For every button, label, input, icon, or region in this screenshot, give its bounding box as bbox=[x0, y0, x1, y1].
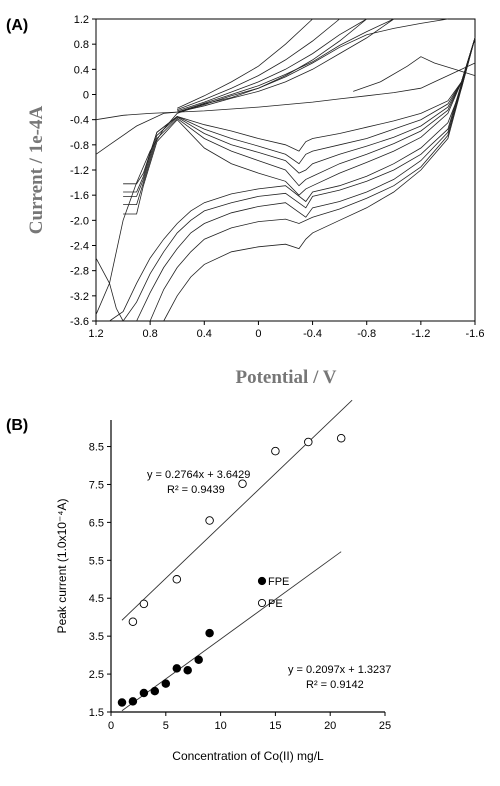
b-x-tick-label: 0 bbox=[108, 720, 114, 732]
b-x-tick-label: 10 bbox=[214, 720, 226, 732]
cv-curve-11 bbox=[123, 37, 476, 193]
cv-curve-8 bbox=[177, 18, 340, 110]
a-x-tick-label: 0 bbox=[255, 328, 261, 340]
a-x-tick-label: 1.2 bbox=[88, 328, 103, 340]
fpe-point bbox=[161, 679, 171, 688]
a-x-tick-label: -0.4 bbox=[303, 328, 322, 340]
b-y-tick-label: 7.5 bbox=[89, 479, 104, 491]
cv-curve-10 bbox=[123, 37, 476, 185]
pe-fit-r2: R² = 0.9439 bbox=[167, 484, 225, 496]
cv-curve-6 bbox=[177, 18, 394, 113]
b-x-tick-label: 20 bbox=[324, 720, 336, 732]
panel-a-x-axis-label: Potential / V bbox=[236, 367, 337, 388]
legend-fpe-marker bbox=[257, 576, 267, 586]
a-y-tick-label: -3.2 bbox=[70, 291, 89, 303]
a-y-tick-label: -0.4 bbox=[70, 115, 89, 127]
cv-curve-14 bbox=[123, 37, 476, 215]
a-y-tick-label: -2.0 bbox=[70, 215, 89, 227]
b-y-tick-label: 2.5 bbox=[89, 669, 104, 681]
fit-line-fpe bbox=[121, 551, 342, 712]
fpe-point bbox=[172, 664, 182, 673]
a-x-tick-label: -1.2 bbox=[411, 328, 430, 340]
panel-b-y-ticks: 1.5 2.5 3.5 4.5 5.5 6.5 7.5 8.5 bbox=[89, 442, 111, 719]
pe-point bbox=[336, 433, 346, 443]
panel-b-fit-lines bbox=[121, 399, 353, 712]
fit-line-pe bbox=[121, 399, 353, 621]
a-y-tick-label: -2.4 bbox=[70, 241, 89, 253]
panel-b-chart: (B) 0 5 10 15 20 25 1.52.53.54.55.56.57.58.5 … bbox=[6, 399, 391, 763]
panel-b-points bbox=[117, 433, 346, 707]
pe-point bbox=[238, 479, 247, 488]
b-x-tick-label: 5 bbox=[163, 720, 169, 732]
cv-curve-20 bbox=[95, 257, 124, 322]
panel-a-curves bbox=[95, 18, 476, 322]
cv-curve-1 bbox=[95, 62, 476, 121]
panel-b-y-axis-label: Peak current (1.0x10⁻⁴A) bbox=[55, 499, 69, 634]
b-y-tick-label: 5.5 bbox=[89, 555, 104, 567]
b-y-tick-label: 3.5 bbox=[89, 631, 104, 643]
cv-curve-15 bbox=[109, 37, 476, 322]
panel-a-x-ticks: 1.2 0.8 0.4 0 -0.4 -0.8 -1.2 -1.6 bbox=[88, 321, 484, 340]
pe-point bbox=[139, 599, 149, 609]
fpe-point bbox=[139, 688, 149, 698]
legend-pe-marker bbox=[257, 598, 267, 608]
legend-fpe-label: FPE bbox=[268, 576, 289, 588]
cv-curve-12 bbox=[123, 37, 476, 197]
cv-curve-18 bbox=[149, 37, 476, 322]
cv-curve-13 bbox=[123, 37, 476, 206]
a-y-tick-label: 1.2 bbox=[74, 14, 89, 26]
a-x-tick-label: 0.4 bbox=[197, 328, 212, 340]
fpe-point bbox=[194, 655, 203, 664]
a-y-tick-label: 0.4 bbox=[74, 64, 89, 76]
a-y-tick-label: 0.8 bbox=[74, 39, 89, 51]
a-y-tick-label: 0 bbox=[83, 90, 89, 102]
cv-curve-3 bbox=[95, 18, 367, 315]
panel-b-x-axis-label: Concentration of Co(II) mg/L bbox=[172, 749, 324, 763]
pe-point bbox=[304, 437, 313, 447]
a-x-tick-label: -1.6 bbox=[466, 328, 485, 340]
fpe-fit-r2: R² = 0.9142 bbox=[306, 679, 364, 691]
fpe-point bbox=[150, 686, 160, 696]
b-y-tick-label: 8.5 bbox=[89, 442, 104, 454]
cv-curve-7 bbox=[177, 18, 367, 112]
b-y-tick-label: 4.5 bbox=[89, 593, 104, 605]
fpe-point bbox=[183, 666, 192, 675]
pe-point bbox=[128, 617, 138, 626]
pe-fit-equation: y = 0.2764x + 3.6429 bbox=[147, 469, 250, 481]
cv-curve-9 bbox=[177, 18, 313, 109]
a-y-tick-label: -3.6 bbox=[70, 316, 89, 328]
cv-curve-19 bbox=[163, 37, 476, 322]
fpe-fit-equation: y = 0.2097x + 1.3237 bbox=[288, 664, 391, 676]
pe-point bbox=[271, 446, 280, 456]
a-y-tick-label: -0.8 bbox=[70, 140, 89, 152]
a-x-tick-label: -0.8 bbox=[357, 328, 376, 340]
panel-a-y-axis-label: Current / 1e-4A bbox=[26, 106, 47, 235]
panel-a-chart: (A) 1.2 0.8 0.4 0 -0.4 -0.8 -1.2 -1.6 1.2 0.8 0.4… bbox=[6, 14, 484, 388]
a-y-tick-label: -2.8 bbox=[70, 266, 89, 278]
panel-b-legend: FPE PE bbox=[257, 576, 289, 610]
pe-point bbox=[205, 516, 214, 525]
panel-b-x-ticks: 0 5 10 15 20 25 bbox=[108, 712, 391, 732]
panel-b-label: (B) bbox=[6, 417, 28, 434]
a-x-tick-label: 0.8 bbox=[142, 328, 157, 340]
a-y-tick-label: -1.2 bbox=[70, 165, 89, 177]
cv-curve-16 bbox=[122, 37, 476, 322]
b-x-tick-label: 25 bbox=[379, 720, 391, 732]
cv-curve-5 bbox=[177, 18, 448, 113]
a-y-tick-label: -1.6 bbox=[70, 190, 89, 202]
b-y-tick-label: 1.5 bbox=[89, 707, 104, 719]
b-y-tick-label: 6.5 bbox=[89, 517, 104, 529]
fpe-point bbox=[128, 697, 138, 706]
cv-curve-17 bbox=[136, 37, 476, 322]
b-x-tick-label: 15 bbox=[269, 720, 281, 732]
legend-pe-label: PE bbox=[268, 598, 283, 610]
pe-point bbox=[172, 575, 182, 584]
panel-a-label: (A) bbox=[6, 17, 28, 34]
panel-a-y-ticks: 1.2 0.8 0.4 0 -0.4 -0.8 -1.2 -1.6 -2.0 -2.4 -2.8 -3… bbox=[70, 14, 96, 328]
fpe-point bbox=[117, 698, 127, 707]
cv-curve-4 bbox=[95, 18, 395, 155]
fpe-point bbox=[205, 628, 214, 638]
cv-curve-2 bbox=[353, 56, 476, 92]
